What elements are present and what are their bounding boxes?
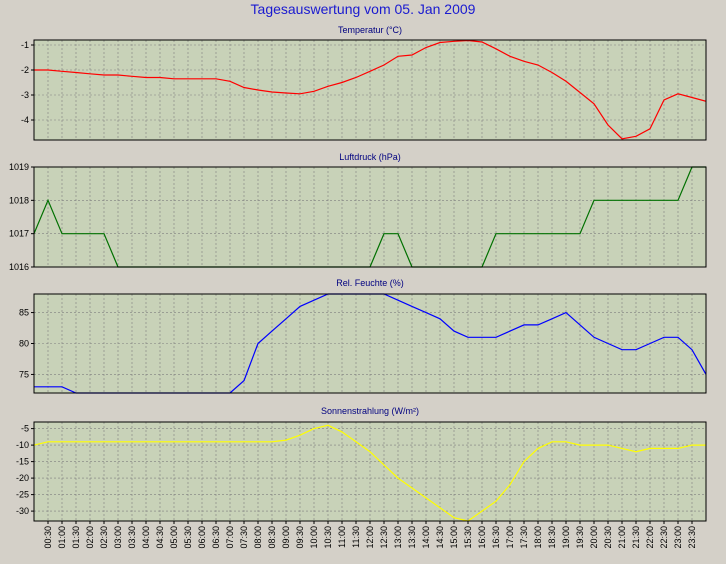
x-tick-label: 12:00	[365, 526, 375, 549]
y-tick-label: -30	[16, 506, 29, 516]
x-tick-label: 13:00	[393, 526, 403, 549]
x-tick-label: 14:00	[421, 526, 431, 549]
plot-frame	[33, 39, 707, 141]
plot-frame	[33, 293, 707, 394]
x-tick-label: 18:30	[547, 526, 557, 549]
x-tick-label: 14:30	[435, 526, 445, 549]
x-tick-label: 04:30	[155, 526, 165, 549]
x-tick-label: 23:00	[673, 526, 683, 549]
x-tick-label: 13:30	[407, 526, 417, 549]
x-tick-label: 12:30	[379, 526, 389, 549]
chart-panel-3: Rel. Feuchte (%) 85 80 75	[19, 278, 707, 394]
x-tick-label: 17:30	[519, 526, 529, 549]
y-tick-label: 75	[19, 369, 29, 379]
x-tick-label: 16:30	[491, 526, 501, 549]
panel-title: Rel. Feuchte (%)	[336, 278, 404, 288]
x-tick-label: 01:00	[57, 526, 67, 549]
x-tick-label: 07:00	[225, 526, 235, 549]
chart-panel-4: Sonnenstrahlung (W/m²) -5 -10 -15 -20 -25 -30	[16, 406, 707, 522]
x-tick-label: 02:30	[99, 526, 109, 549]
x-tick-label: 06:00	[197, 526, 207, 549]
x-tick-label: 08:30	[267, 526, 277, 549]
x-tick-label: 18:00	[533, 526, 543, 549]
x-tick-label: 08:00	[253, 526, 263, 549]
y-tick-label: 80	[19, 339, 29, 349]
x-tick-label: 05:30	[183, 526, 193, 549]
panel-title: Sonnenstrahlung (W/m²)	[321, 406, 419, 416]
y-tick-label: -5	[21, 424, 29, 434]
chart-panel-1: Temperatur (°C) -1 -2 -3 -4	[21, 25, 707, 141]
y-tick-label: -3	[21, 90, 29, 100]
y-tick-label: -10	[16, 440, 29, 450]
y-tick-label: -2	[21, 65, 29, 75]
x-tick-label: 06:30	[211, 526, 221, 549]
x-axis: 00:30 01:00 01:30 02:00 02:30 03:00 03:30 04:00…	[43, 521, 697, 549]
x-tick-label: 20:00	[589, 526, 599, 549]
x-tick-label: 11:30	[351, 526, 361, 548]
x-tick-label: 21:30	[631, 526, 641, 549]
x-tick-label: 19:00	[561, 526, 571, 549]
x-tick-label: 09:00	[281, 526, 291, 549]
x-tick-label: 09:30	[295, 526, 305, 549]
x-tick-label: 21:00	[617, 526, 627, 549]
x-tick-label: 11:00	[337, 526, 347, 548]
data-series-line	[34, 39, 706, 140]
y-tick-label: -15	[16, 457, 29, 467]
x-tick-label: 22:30	[659, 526, 669, 549]
x-tick-label: 15:00	[449, 526, 459, 549]
y-tick-label: 85	[19, 308, 29, 318]
y-tick-label: -20	[16, 473, 29, 483]
y-tick-label: 1016	[9, 262, 29, 272]
x-tick-label: 02:00	[85, 526, 95, 549]
chart-panel-2: Luftdruck (hPa) 1019 1018 1017 1016	[9, 152, 707, 272]
panel-title: Temperatur (°C)	[338, 25, 402, 35]
y-tick-label: 1017	[9, 229, 29, 239]
x-tick-label: 16:00	[477, 526, 487, 549]
plot-frame	[33, 166, 707, 268]
data-series-line	[34, 424, 706, 522]
x-tick-label: 01:30	[71, 526, 81, 549]
y-tick-label: 1018	[9, 195, 29, 205]
x-tick-label: 03:30	[127, 526, 137, 549]
x-tick-label: 00:30	[43, 526, 53, 549]
y-tick-label: -25	[16, 490, 29, 500]
x-tick-label: 04:00	[141, 526, 151, 549]
page-title: Tagesauswertung vom 05. Jan 2009	[250, 1, 476, 17]
x-tick-label: 07:30	[239, 526, 249, 549]
x-tick-label: 05:00	[169, 526, 179, 549]
x-tick-label: 15:30	[463, 526, 473, 549]
x-tick-label: 20:30	[603, 526, 613, 549]
y-tick-label: -1	[21, 40, 29, 50]
x-tick-label: 10:00	[309, 526, 319, 549]
panel-title: Luftdruck (hPa)	[339, 152, 401, 162]
y-tick-label: 1019	[9, 162, 29, 172]
x-tick-label: 22:00	[645, 526, 655, 549]
x-tick-label: 19:30	[575, 526, 585, 549]
y-tick-label: -4	[21, 115, 29, 125]
x-tick-label: 10:30	[323, 526, 333, 549]
x-tick-label: 17:00	[505, 526, 515, 549]
x-tick-label: 03:00	[113, 526, 123, 549]
x-tick-label: 23:30	[687, 526, 697, 549]
